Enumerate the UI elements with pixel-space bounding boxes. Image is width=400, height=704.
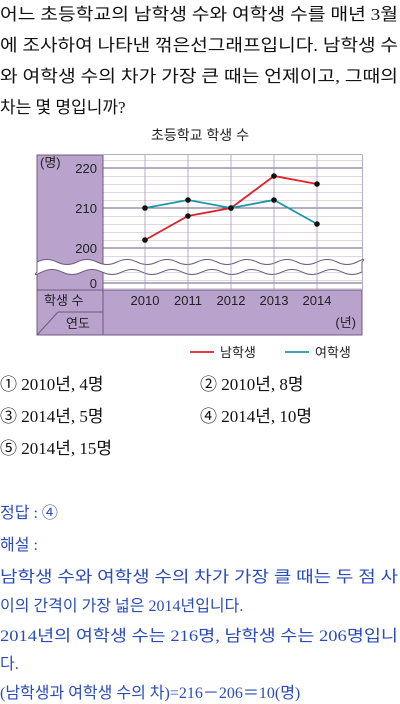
legend-label: 남학생 — [220, 345, 256, 360]
explanation-line: 이의 간격이 가장 넓은 2014년입니다. — [0, 597, 243, 615]
y-tick-label: 200 — [75, 241, 97, 256]
options: ① 2010년, 4명 ② 2010년, 8명 ③ 2014년, 5명 ④ 20… — [0, 375, 312, 458]
explanation-line: 다. — [0, 655, 19, 673]
option: ① 2010년, 4명 — [0, 375, 104, 394]
option: ④ 2014년, 10명 — [200, 407, 312, 426]
chart-title: 초등학교 학생 수 — [151, 127, 249, 143]
legend-label: 여학생 — [315, 345, 351, 360]
explanation-line: 2014년의 여학생 수는 216명, 남학생 수는 206명입니 — [0, 627, 398, 645]
chart: 초등학교 학생 수 (명) 학생 수 연도 (년) 0 200 210 220 2010… — [34, 127, 365, 360]
x-tick-label: 2010 — [131, 293, 160, 308]
option: ⑤ 2014년, 15명 — [0, 439, 112, 458]
option: ② 2010년, 8명 — [200, 375, 304, 394]
y-tick-label: 220 — [75, 161, 97, 176]
x-tick-label: 2013 — [260, 293, 289, 308]
answer: 정답 : ④ 해설 : 남학생 수와 여학생 수의 차가 가장 클 때는 두 점… — [0, 504, 398, 702]
data-point — [142, 205, 148, 211]
question-line: 어느 초등학교의 남학생 수와 여학생 수를 매년 3월 — [0, 5, 398, 24]
y-tick-label: 210 — [75, 201, 97, 216]
explanation-title: 해설 : — [0, 536, 38, 554]
data-point — [314, 221, 320, 227]
y-tick-label: 0 — [90, 276, 97, 291]
data-point — [271, 173, 277, 179]
row-label: 연도 — [66, 316, 90, 331]
option: ③ 2014년, 5명 — [0, 407, 104, 426]
explanation-line: (남학생과 여학생 수의 차)=216－206＝10(명) — [0, 684, 300, 702]
x-tick-label: 2011 — [174, 293, 202, 308]
explanation-line: 남학생 수와 여학생 수의 차가 가장 클 때는 두 점 사 — [0, 568, 398, 586]
data-point — [314, 181, 320, 187]
question: 어느 초등학교의 남학생 수와 여학생 수를 매년 3월 에 조사하여 나타낸 … — [0, 5, 398, 117]
data-point — [185, 213, 191, 219]
data-point — [185, 197, 191, 203]
question-line: 와 여학생 수의 차가 가장 큰 때는 언제이고, 그때의 — [0, 67, 398, 86]
row-label: 학생 수 — [44, 293, 84, 308]
x-tick-label: 2012 — [217, 293, 246, 308]
axis-break — [34, 259, 365, 275]
question-line: 차는 몇 명입니까? — [0, 98, 126, 117]
data-point — [271, 197, 277, 203]
y-axis-label: (명) — [40, 155, 61, 170]
question-line: 에 조사하여 나타낸 꺾은선그래프입니다. 남학생 수 — [0, 36, 398, 55]
table-diagonal — [36, 311, 59, 336]
x-axis-label: (년) — [335, 315, 356, 330]
data-point — [142, 237, 148, 243]
x-tick-label: 2014 — [303, 293, 332, 308]
answer-label: 정답 : ④ — [0, 504, 58, 522]
data-point — [228, 205, 234, 211]
